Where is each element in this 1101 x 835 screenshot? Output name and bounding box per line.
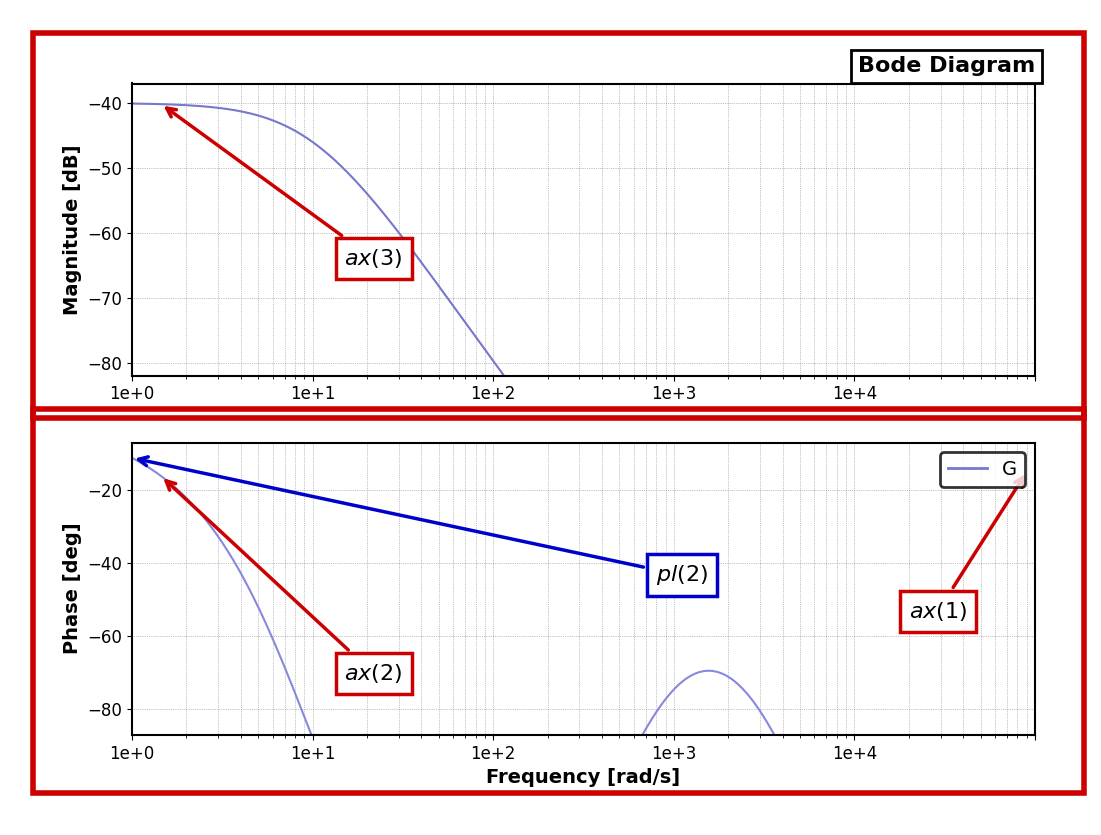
- Text: $pl(2)$: $pl(2)$: [139, 457, 708, 587]
- Text: Bode Diagram: Bode Diagram: [858, 57, 1035, 76]
- Y-axis label: Magnitude [dB]: Magnitude [dB]: [63, 144, 81, 315]
- Text: $ax(3)$: $ax(3)$: [166, 108, 403, 271]
- Text: $ax(1)$: $ax(1)$: [908, 478, 1023, 623]
- Y-axis label: Phase [deg]: Phase [deg]: [63, 523, 81, 655]
- Legend: G: G: [940, 453, 1025, 487]
- Text: $ax(2)$: $ax(2)$: [166, 481, 403, 685]
- X-axis label: Frequency [rad/s]: Frequency [rad/s]: [487, 768, 680, 787]
